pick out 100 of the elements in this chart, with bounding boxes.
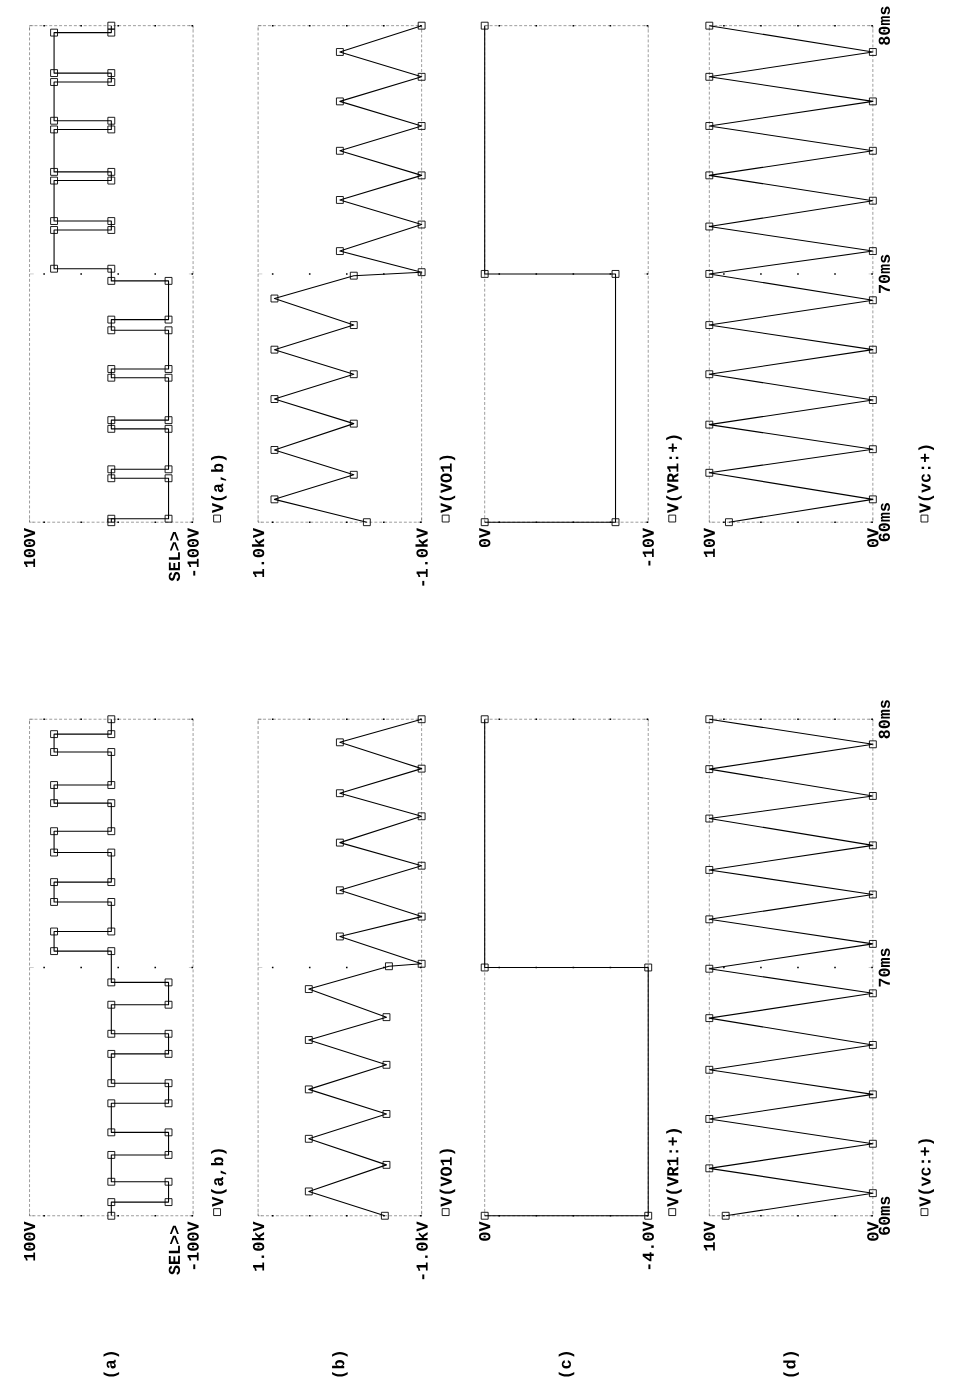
point xyxy=(869,247,877,255)
point xyxy=(50,947,59,956)
point xyxy=(164,1099,173,1108)
y-tick-label: 80ms xyxy=(878,700,891,739)
point xyxy=(107,1177,116,1186)
point xyxy=(417,268,426,277)
x-tick-label: 1.0kV xyxy=(252,1221,265,1271)
point xyxy=(305,1085,313,1094)
y-tick-label: 60ms xyxy=(878,1196,891,1235)
point xyxy=(50,125,59,134)
point xyxy=(107,315,116,324)
point xyxy=(705,270,714,278)
point xyxy=(869,940,877,948)
point xyxy=(705,468,714,477)
point xyxy=(705,171,714,180)
point xyxy=(50,28,59,37)
point xyxy=(350,419,358,428)
point xyxy=(336,738,344,747)
y-tick-label: 70ms xyxy=(878,254,891,293)
point xyxy=(164,276,173,285)
point xyxy=(305,1187,313,1196)
point xyxy=(350,370,358,379)
point xyxy=(869,989,877,998)
point xyxy=(164,1198,173,1206)
point xyxy=(417,171,426,180)
point xyxy=(107,264,116,273)
point xyxy=(705,715,714,724)
point xyxy=(107,168,116,176)
point xyxy=(107,465,116,474)
point xyxy=(50,898,59,906)
point xyxy=(270,495,279,504)
y-tick-label: 80ms xyxy=(878,6,891,45)
point xyxy=(107,848,116,857)
point xyxy=(107,1000,116,1009)
point xyxy=(417,715,426,724)
point xyxy=(50,799,59,808)
point xyxy=(107,69,116,77)
point xyxy=(164,1128,173,1137)
point xyxy=(869,792,877,800)
point xyxy=(164,373,173,382)
point xyxy=(869,841,877,850)
point xyxy=(417,912,426,921)
point xyxy=(336,838,344,847)
point xyxy=(869,1041,877,1049)
text: (c) xyxy=(558,1352,575,1377)
text: V(a,b) xyxy=(211,1149,227,1207)
point xyxy=(107,898,116,906)
point xyxy=(305,1036,313,1044)
point xyxy=(107,326,116,335)
point xyxy=(382,1013,391,1022)
point xyxy=(270,446,279,454)
point xyxy=(164,514,173,523)
point xyxy=(107,514,116,523)
point xyxy=(50,264,59,273)
text: V(vc:+) xyxy=(918,445,935,514)
x-tick-label: -100V xyxy=(187,528,199,576)
point xyxy=(705,72,714,81)
x-tick-label: 10V xyxy=(703,528,716,557)
point xyxy=(417,72,426,81)
y-tick-label: 70ms xyxy=(878,948,891,987)
x-tick-label: 0V xyxy=(867,528,879,548)
point xyxy=(107,1211,116,1220)
point xyxy=(50,168,59,176)
point xyxy=(350,271,358,280)
point xyxy=(382,1060,391,1069)
x-tick-label: -4.0V xyxy=(642,1221,655,1270)
text: V(VR1:+) xyxy=(666,435,682,514)
x-tick-label: 100V xyxy=(24,1221,36,1261)
text: V(VO1) xyxy=(439,455,456,514)
point xyxy=(107,28,116,37)
point xyxy=(705,915,714,924)
point xyxy=(336,97,344,106)
point xyxy=(107,373,116,382)
y-tick-label: 60ms xyxy=(878,503,891,542)
point xyxy=(381,1211,389,1220)
x-tick-label: -1.0kV xyxy=(415,528,428,586)
point xyxy=(363,518,371,527)
point xyxy=(107,1029,116,1038)
point xyxy=(107,78,116,86)
x-tick-label: 10V xyxy=(703,1221,716,1251)
point xyxy=(382,1160,391,1169)
point xyxy=(705,1164,714,1173)
point xyxy=(705,122,714,130)
text: V(a,b) xyxy=(211,455,227,514)
x-tick-label: 0V xyxy=(479,528,491,548)
x-tick-label: 1.0kV xyxy=(252,528,265,578)
point xyxy=(107,1128,116,1137)
point xyxy=(336,146,344,155)
point xyxy=(164,315,173,324)
point xyxy=(869,445,877,454)
point xyxy=(107,1049,116,1058)
point xyxy=(107,827,116,836)
point xyxy=(725,518,734,527)
point xyxy=(107,21,116,30)
point xyxy=(869,97,877,106)
point xyxy=(164,1151,173,1159)
x-tick-label: -100V xyxy=(187,1221,199,1270)
point xyxy=(107,226,116,234)
point xyxy=(350,470,358,479)
point xyxy=(107,1198,116,1206)
